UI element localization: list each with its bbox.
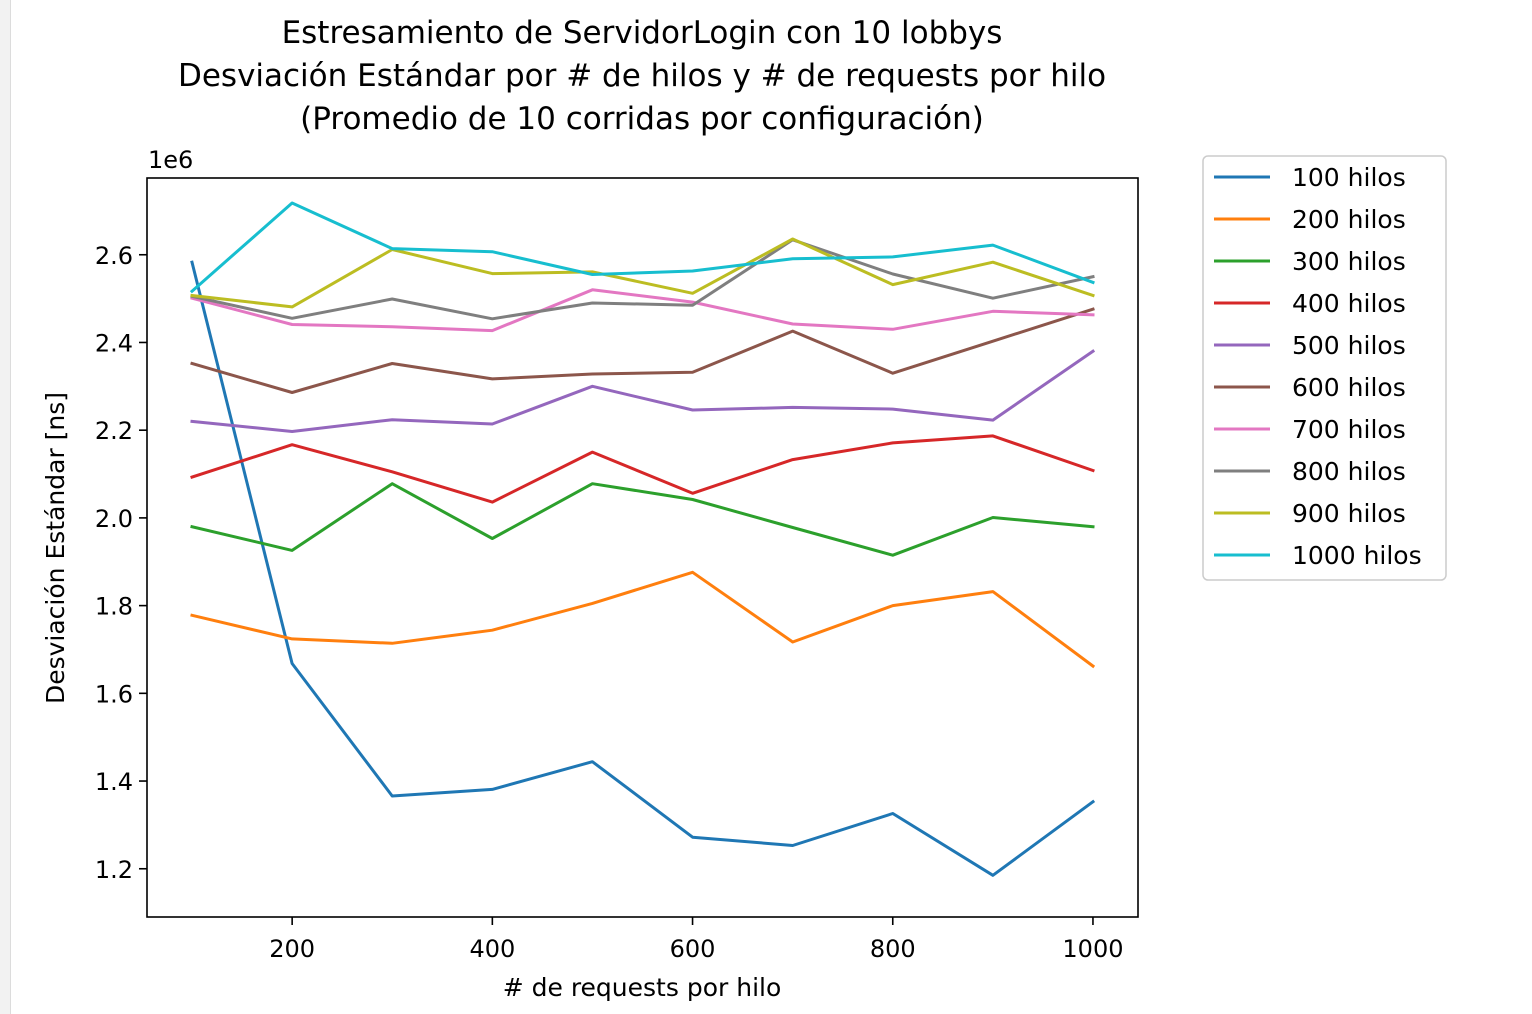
- x-axis-ticks: 200 400 600 800 1000: [269, 917, 1123, 963]
- chart-title-line-1: Estresamiento de ServidorLogin con 10 lo…: [282, 15, 1003, 51]
- y-tick-label: 1.4: [95, 768, 133, 796]
- series-line-10: [189, 201, 1095, 294]
- y-tick-label: 2.6: [95, 242, 133, 270]
- legend-label: 400 hilos: [1292, 289, 1406, 318]
- plot-layer: [189, 201, 1096, 877]
- y-axis-offset-text: 1e6: [148, 146, 193, 174]
- y-tick-label: 1.8: [95, 593, 133, 621]
- legend-item: 800 hilos: [1214, 457, 1406, 486]
- legend-item: 100 hilos: [1214, 163, 1406, 192]
- series-line-7: [190, 288, 1095, 333]
- chart-title-line-3: (Promedio de 10 corridas por configuraci…: [300, 101, 984, 137]
- y-axis-label: Desviación Estándar [ns]: [41, 392, 70, 704]
- legend-item: 900 hilos: [1214, 499, 1406, 528]
- legend-label: 300 hilos: [1292, 247, 1406, 276]
- series-line-3: [190, 482, 1095, 557]
- legend-label: 500 hilos: [1292, 331, 1406, 360]
- legend-item: 300 hilos: [1214, 247, 1406, 276]
- series-line-9: [190, 237, 1095, 309]
- plot-frame: [146, 177, 1139, 918]
- legend-label: 200 hilos: [1292, 205, 1406, 234]
- y-tick-label: 2.4: [95, 329, 133, 357]
- y-tick-label: 1.6: [95, 680, 133, 708]
- legend-item: 200 hilos: [1214, 205, 1406, 234]
- legend-label: 800 hilos: [1292, 457, 1406, 486]
- series-line-5: [190, 349, 1096, 433]
- legend-item: 700 hilos: [1214, 415, 1406, 444]
- x-tick-label: 1000: [1062, 935, 1123, 963]
- y-tick-label: 2.2: [95, 417, 133, 445]
- legend-item: 400 hilos: [1214, 289, 1406, 318]
- series-line-2: [190, 570, 1096, 669]
- x-tick-label: 600: [670, 935, 716, 963]
- legend-label: 1000 hilos: [1292, 541, 1422, 570]
- x-tick-label: 800: [870, 935, 916, 963]
- chart-title: Estresamiento de ServidorLogin con 10 lo…: [178, 15, 1106, 137]
- legend-item: 600 hilos: [1214, 373, 1406, 402]
- series-line-4: [190, 434, 1095, 504]
- legend-label: 700 hilos: [1292, 415, 1406, 444]
- series-line-8: [190, 238, 1095, 321]
- x-axis-label: # de requests por hilo: [503, 973, 782, 1002]
- series-line-6: [190, 307, 1095, 394]
- y-tick-label: 2.0: [95, 505, 133, 533]
- window-left-edge: [0, 0, 11, 1014]
- y-axis-ticks: 1.2 1.4 1.6 1.8 2.0 2.2 2.4 2.6: [95, 242, 147, 884]
- series-line-1: [190, 260, 1096, 877]
- legend-item: 500 hilos: [1214, 331, 1406, 360]
- legend: 100 hilos 200 hilos 300 hilos 400 hilos 500 …: [1214, 163, 1422, 570]
- legend-label: 600 hilos: [1292, 373, 1406, 402]
- legend-label: 100 hilos: [1292, 163, 1406, 192]
- x-tick-label: 200: [269, 935, 315, 963]
- y-tick-label: 1.2: [95, 856, 133, 884]
- legend-item: 1000 hilos: [1214, 541, 1422, 570]
- x-tick-label: 400: [469, 935, 515, 963]
- legend-label: 900 hilos: [1292, 499, 1406, 528]
- chart-title-line-2: Desviación Estándar por # de hilos y # d…: [178, 58, 1106, 94]
